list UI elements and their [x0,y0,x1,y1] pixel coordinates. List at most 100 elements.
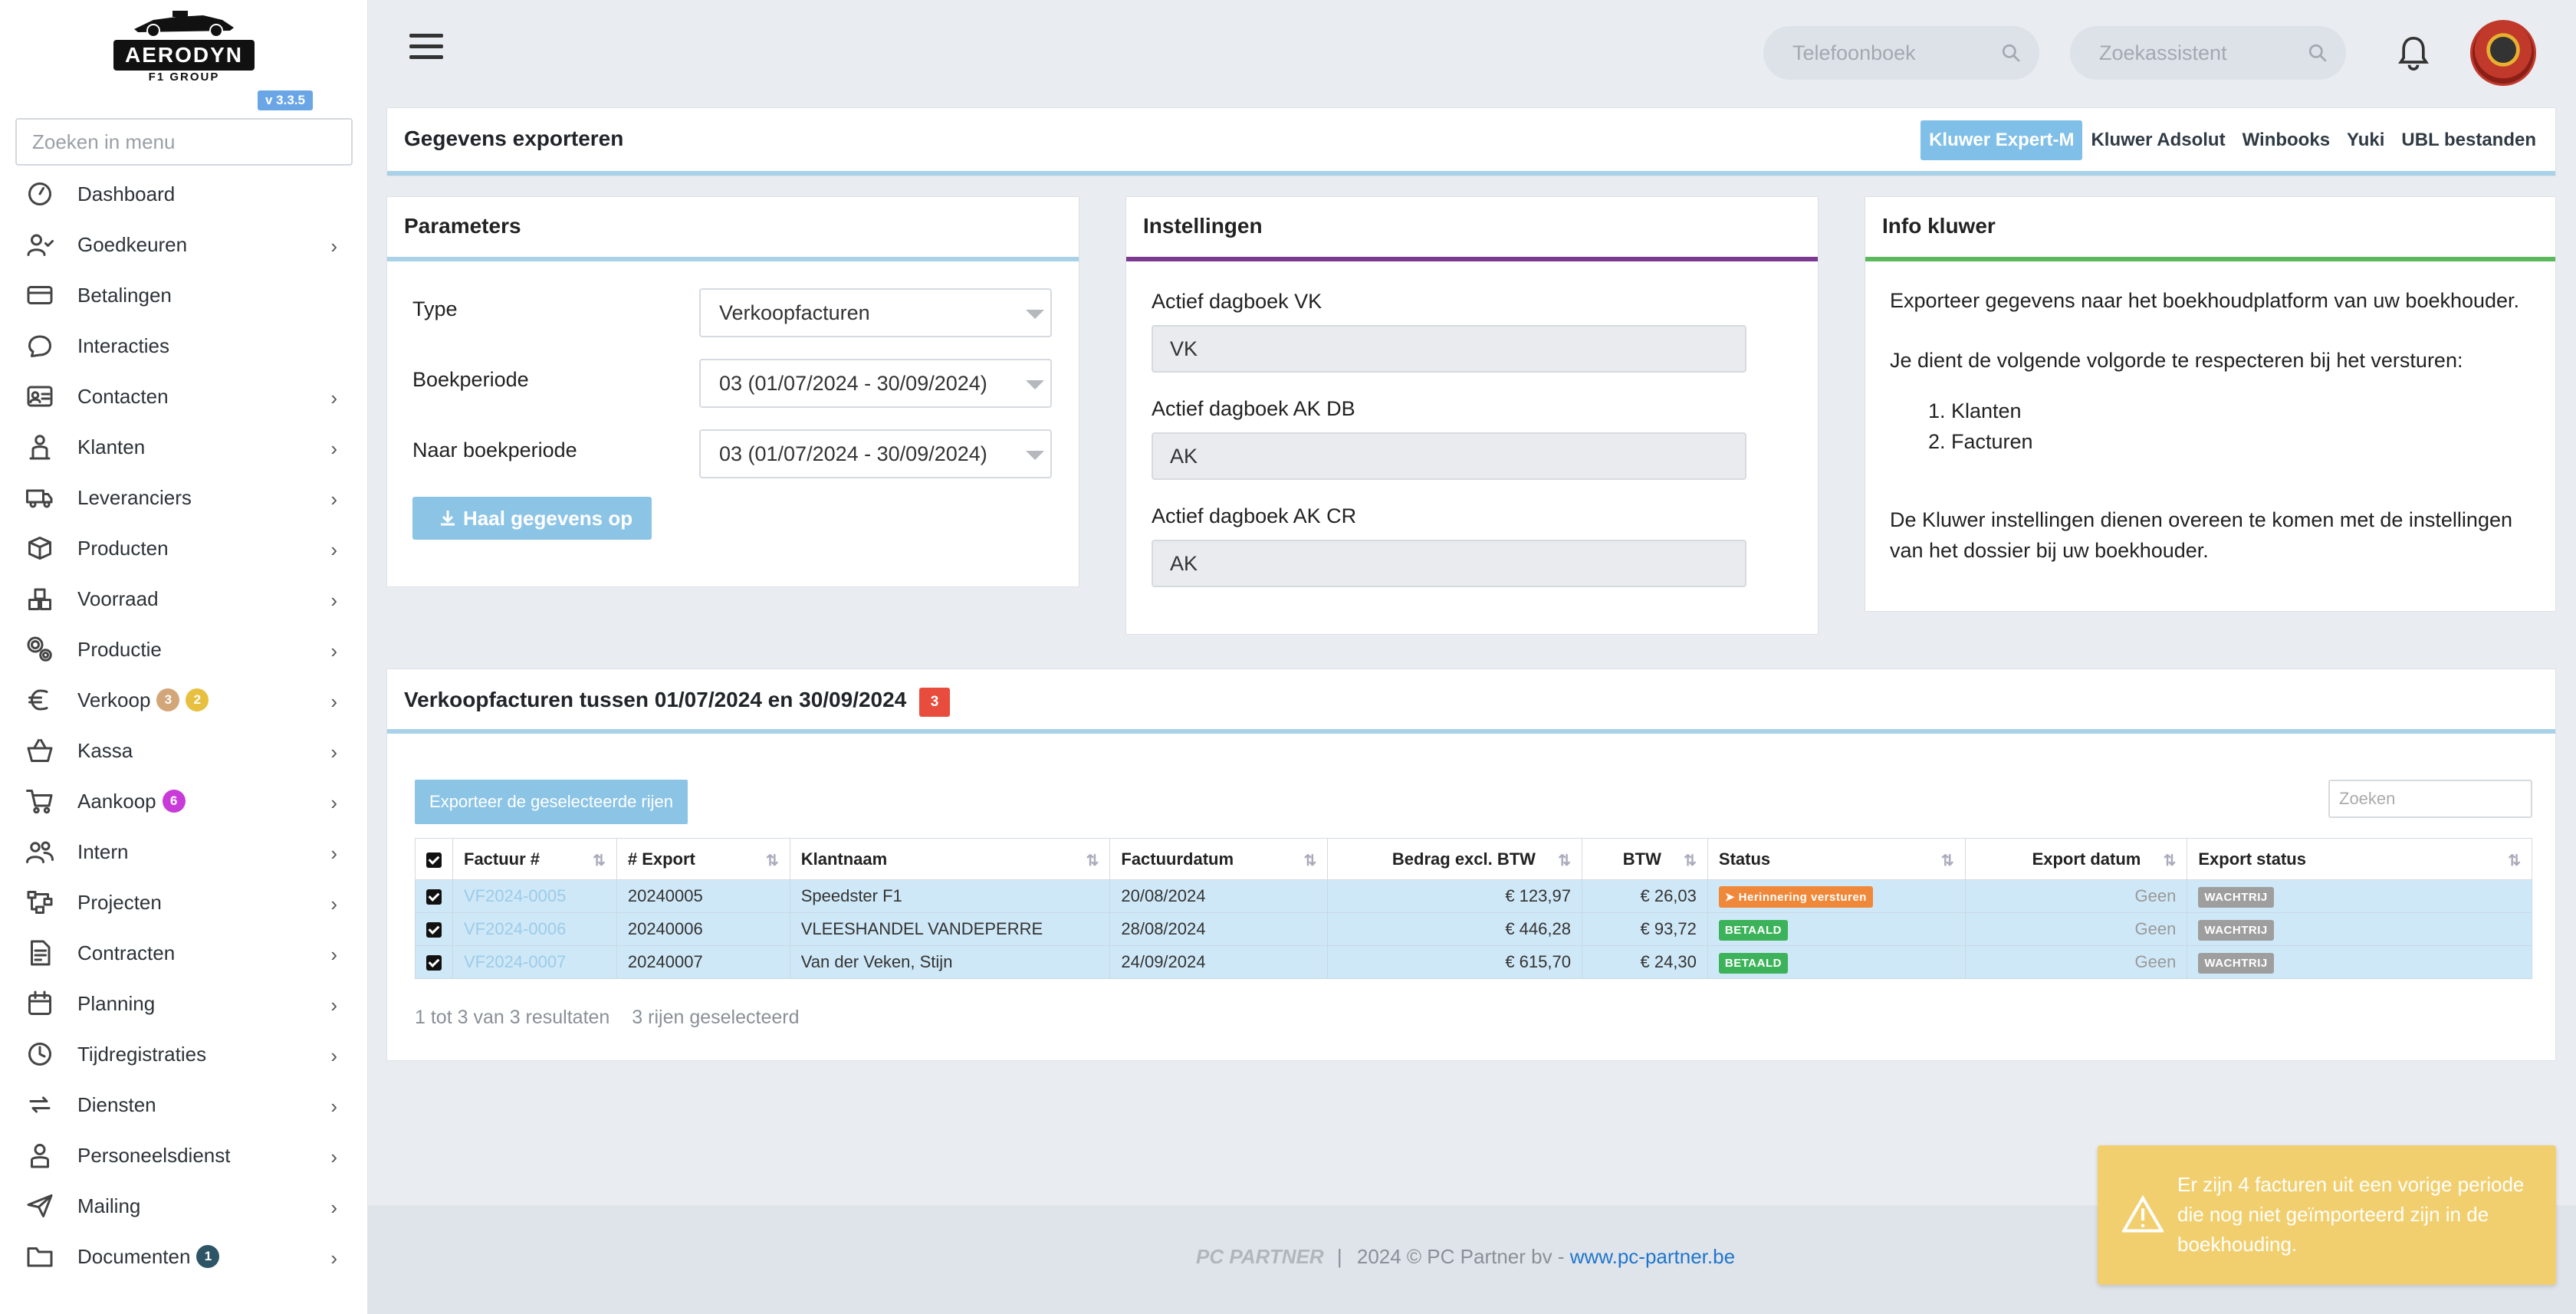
vat-amount: € 93,72 [1581,912,1708,946]
column-header[interactable]: Bedrag excl. BTW ⇅ [1327,838,1582,880]
footer-copyright: 2024 © PC Partner bv - [1356,1245,1570,1268]
sidebar-item-verkoop[interactable]: Verkoop 3 2 › [0,675,368,725]
folder-icon [25,1241,55,1272]
chevron-right-icon: › [330,791,337,814]
notification-bell-icon[interactable] [2397,35,2430,72]
period-select[interactable]: 03 (01/07/2024 - 30/09/2024) [699,359,1052,408]
sidebar-item-aankoop[interactable]: Aankoop 6 › [0,776,368,826]
sidebar-item-label: Producten [77,536,169,560]
table-row[interactable]: VF2024-0007 20240007 Van der Veken, Stijn 2… [415,945,2532,979]
tab-winbooks[interactable]: Winbooks [2242,130,2331,150]
column-header[interactable]: Status ⇅ [1707,838,1966,880]
sidebar-item-label: Intern [77,839,129,863]
export-number: 20240007 [616,945,790,979]
sidebar-item-betalingen[interactable]: Betalingen [0,270,368,320]
info-paragraph-1: Exporteer gegevens naar het boekhoudplat… [1890,289,2520,312]
info-paragraph-2: Je dient de volgende volgorde te respect… [1890,349,2463,372]
row-checkbox[interactable] [415,879,453,913]
count-badge: 2 [186,688,209,711]
column-header[interactable]: # Export ⇅ [616,838,790,880]
sidebar-item-label: Betalingen [77,283,172,307]
sort-icon: ⇅ [1684,852,1697,869]
repeat-icon [25,1089,55,1120]
info-paragraph-3: De Kluwer instellingen dienen overeen te… [1890,508,2512,562]
invoice-number-link[interactable]: VF2024-0006 [452,912,617,946]
info-underline [1865,257,2555,261]
sidebar-item-intern[interactable]: Intern › [0,826,368,877]
sidebar-item-label: Documenten [77,1244,191,1268]
column-header[interactable]: Klantnaam ⇅ [789,838,1111,880]
invoice-number-link[interactable]: VF2024-0005 [452,879,617,913]
assistant-placeholder: Zoekassistent [2099,41,2227,64]
warning-toast[interactable]: Er zijn 4 facturen uit een vorige period… [2098,1145,2556,1285]
parameters-title: Parameters [404,214,521,238]
tab-kluwer-adsolut[interactable]: Kluwer Adsolut [2091,130,2226,150]
sidebar-item-interacties[interactable]: Interacties [0,320,368,371]
sidebar-item-producten[interactable]: Producten › [0,523,368,573]
sidebar-item-leveranciers[interactable]: Leveranciers › [0,472,368,523]
hamburger-menu-icon[interactable] [409,34,443,64]
tab-kluwer-expert-m[interactable]: Kluwer Expert-M [1921,120,2083,160]
phonebook-search-input[interactable]: Telefoonboek [1763,26,2039,80]
table-row[interactable]: VF2024-0006 20240006 VLEESHANDEL VANDEPERR… [415,912,2532,946]
app-logo[interactable]: AERODYN F1 GROUP [107,3,261,87]
footer-link[interactable]: www.pc-partner.be [1569,1245,1736,1268]
column-header[interactable]: Factuurdatum ⇅ [1109,838,1329,880]
table-search-input[interactable]: Zoeken [2328,780,2532,818]
list-item: Facturen [1951,426,2534,457]
chevron-right-icon: › [330,589,337,612]
sidebar-item-goedkeuren[interactable]: Goedkeuren › [0,219,368,270]
chevron-right-icon: › [330,741,337,764]
sidebar-item-label: Voorraad [77,586,159,610]
calendar-icon [25,988,55,1019]
sidebar: AERODYN F1 GROUP v 3.3.5 Zoeken in menu … [0,0,368,1314]
tab-yuki[interactable]: Yuki [2347,130,2385,150]
column-header[interactable]: BTW ⇅ [1581,838,1708,880]
chevron-right-icon: › [330,994,337,1017]
sort-icon: ⇅ [2163,852,2177,869]
sidebar-item-klanten[interactable]: Klanten › [0,422,368,472]
sort-icon: ⇅ [1303,852,1317,869]
sidebar-item-diensten[interactable]: Diensten › [0,1079,368,1130]
sidebar-item-planning[interactable]: Planning › [0,978,368,1029]
to-period-select[interactable]: 03 (01/07/2024 - 30/09/2024) [699,429,1052,478]
sort-icon: ⇅ [1558,852,1571,869]
fetch-data-label: Haal gegevens op [463,507,633,530]
export-number: 20240006 [616,912,790,946]
count-badge: 1 [196,1245,220,1268]
sidebar-item-personeelsdienst[interactable]: Personeelsdienst › [0,1130,368,1181]
table-row[interactable]: VF2024-0005 20240005 Speedster F1 20/08/202… [415,879,2532,913]
user-avatar[interactable] [2470,20,2536,86]
sidebar-item-documenten[interactable]: Documenten 1 › [0,1231,368,1282]
column-header[interactable]: Export status ⇅ [2187,838,2532,880]
sidebar-item-projecten[interactable]: Projecten › [0,877,368,928]
period-select-value: 03 (01/07/2024 - 30/09/2024) [719,372,987,395]
sort-icon: ⇅ [1086,852,1099,869]
row-checkbox[interactable] [415,945,453,979]
sidebar-item-contacten[interactable]: Contacten › [0,371,368,422]
journal-akcr-field: AK [1152,540,1746,587]
invoice-number-link[interactable]: VF2024-0007 [452,945,617,979]
menu-search-input[interactable]: Zoeken in menu [15,118,353,166]
sort-icon: ⇅ [1940,852,1954,869]
export-selected-button[interactable]: Exporteer de geselecteerde rijen [415,780,688,824]
fetch-data-button[interactable]: Haal gegevens op [412,497,652,540]
sidebar-item-dashboard[interactable]: Dashboard [0,169,368,219]
status-cell: ➤ Herinnering versturen [1707,879,1966,913]
tab-ubl-bestanden[interactable]: UBL bestanden [2401,130,2536,150]
column-header[interactable]: Export datum ⇅ [1964,838,2188,880]
sidebar-item-productie[interactable]: Productie › [0,624,368,675]
row-checkbox[interactable] [415,912,453,946]
sidebar-item-mailing[interactable]: Mailing › [0,1181,368,1231]
column-header[interactable]: Factuur # ⇅ [452,838,617,880]
type-select[interactable]: Verkoopfacturen [699,288,1052,337]
parameters-underline [387,257,1079,261]
gears-icon [25,634,55,665]
sidebar-item-voorraad[interactable]: Voorraad › [0,573,368,624]
sidebar-item-contracten[interactable]: Contracten › [0,928,368,978]
sidebar-item-kassa[interactable]: Kassa › [0,725,368,776]
assistant-search-input[interactable]: Zoekassistent [2070,26,2346,80]
select-all-checkbox[interactable] [415,838,453,880]
sidebar-item-tijdregistraties[interactable]: Tijdregistraties › [0,1029,368,1079]
chat-icon [25,330,55,361]
